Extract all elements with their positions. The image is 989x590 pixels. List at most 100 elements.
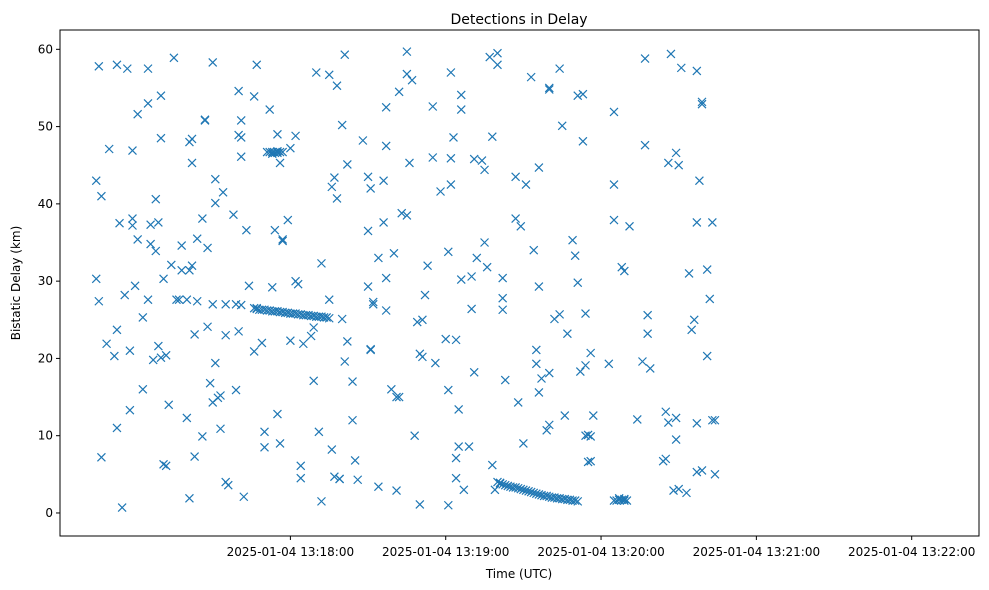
data-point-marker [705, 294, 715, 304]
data-point-marker [454, 442, 464, 451]
data-point-marker [252, 60, 262, 70]
data-point-marker [663, 418, 673, 427]
data-point-marker [542, 491, 552, 501]
data-point-marker [666, 49, 676, 59]
data-point-marker [544, 368, 554, 378]
data-point-marker [397, 208, 407, 218]
data-point-marker [366, 183, 376, 193]
data-point-marker [381, 273, 391, 283]
data-point-marker [177, 241, 187, 251]
data-point-marker [394, 392, 404, 402]
data-point-marker [498, 273, 508, 283]
data-point-marker [278, 236, 288, 246]
data-point-marker [363, 226, 373, 236]
data-point-marker [487, 460, 497, 470]
y-tick-label: 10 [38, 429, 53, 443]
data-point-marker [583, 430, 593, 440]
data-point-marker [526, 487, 536, 497]
data-point-marker [231, 385, 241, 395]
data-point-marker [410, 431, 420, 441]
data-point-marker [236, 300, 246, 310]
data-point-marker [671, 413, 681, 423]
data-point-marker [363, 282, 373, 291]
data-point-marker [257, 338, 267, 348]
data-point-marker [218, 187, 228, 197]
data-point-marker [156, 91, 166, 101]
data-point-marker [363, 172, 373, 182]
data-point-marker [467, 304, 477, 314]
data-point-marker [513, 483, 523, 493]
chart-title: Detections in Delay [450, 12, 587, 28]
data-point-marker [350, 456, 360, 465]
data-point-marker [216, 424, 225, 434]
data-point-marker [239, 492, 249, 502]
data-point-marker [586, 432, 596, 441]
data-point-marker [423, 261, 433, 271]
data-point-marker [394, 87, 404, 97]
data-point-marker [358, 136, 368, 145]
data-point-marker [146, 239, 156, 249]
data-point-marker [265, 105, 275, 115]
data-point-marker [428, 102, 438, 111]
data-point-marker [436, 187, 445, 196]
data-point-marker [573, 91, 583, 101]
data-point-marker [153, 341, 163, 351]
data-point-marker [353, 475, 363, 485]
data-point-marker [192, 296, 202, 306]
data-point-marker [557, 121, 567, 131]
data-point-marker [197, 214, 207, 223]
data-point-marker [619, 266, 629, 276]
data-point-marker [516, 484, 526, 494]
y-tick-label: 60 [38, 42, 53, 56]
data-point-marker [381, 306, 391, 315]
data-point-marker [337, 314, 347, 324]
data-point-marker [182, 413, 192, 423]
data-point-marker [617, 262, 627, 272]
data-point-marker [151, 194, 161, 204]
data-point-marker [381, 141, 391, 151]
data-point-marker [586, 348, 596, 358]
data-point-marker [210, 358, 220, 368]
data-point-marker [511, 483, 521, 492]
data-point-marker [161, 350, 171, 360]
data-point-marker [707, 217, 717, 227]
data-point-marker [156, 353, 166, 363]
data-point-marker [555, 64, 565, 74]
data-point-marker [190, 330, 200, 339]
data-point-marker [348, 377, 357, 387]
data-point-marker [531, 359, 541, 369]
data-point-marker [381, 102, 391, 112]
data-point-marker [671, 148, 681, 158]
data-point-marker [267, 282, 277, 292]
data-point-marker [130, 281, 140, 291]
data-point-marker [451, 335, 461, 345]
data-point-marker [402, 211, 412, 220]
data-point-marker [138, 384, 148, 394]
data-point-marker [412, 317, 422, 327]
data-point-marker [441, 334, 451, 344]
data-point-marker [368, 299, 378, 309]
data-point-marker [327, 445, 337, 455]
data-point-marker [459, 485, 469, 495]
data-point-marker [392, 486, 401, 495]
data-point-marker [581, 309, 590, 319]
data-point-marker [348, 415, 357, 425]
data-point-marker [229, 210, 238, 220]
data-point-marker [449, 132, 458, 142]
data-point-marker [526, 72, 536, 82]
x-tick-label: 2025-01-04 13:20:00 [537, 545, 664, 559]
data-point-marker [221, 330, 231, 340]
data-point-marker [464, 442, 474, 451]
data-point-marker [560, 411, 570, 421]
data-point-marker [324, 295, 334, 305]
data-point-marker [146, 220, 156, 230]
data-point-marker [682, 488, 691, 498]
data-point-marker [324, 70, 334, 80]
data-point-marker [169, 53, 179, 63]
data-point-marker [702, 351, 712, 361]
data-point-marker [542, 425, 552, 435]
data-point-marker [104, 144, 114, 154]
data-point-marker [296, 461, 306, 471]
data-point-marker [446, 68, 456, 77]
data-point-marker [128, 221, 137, 230]
